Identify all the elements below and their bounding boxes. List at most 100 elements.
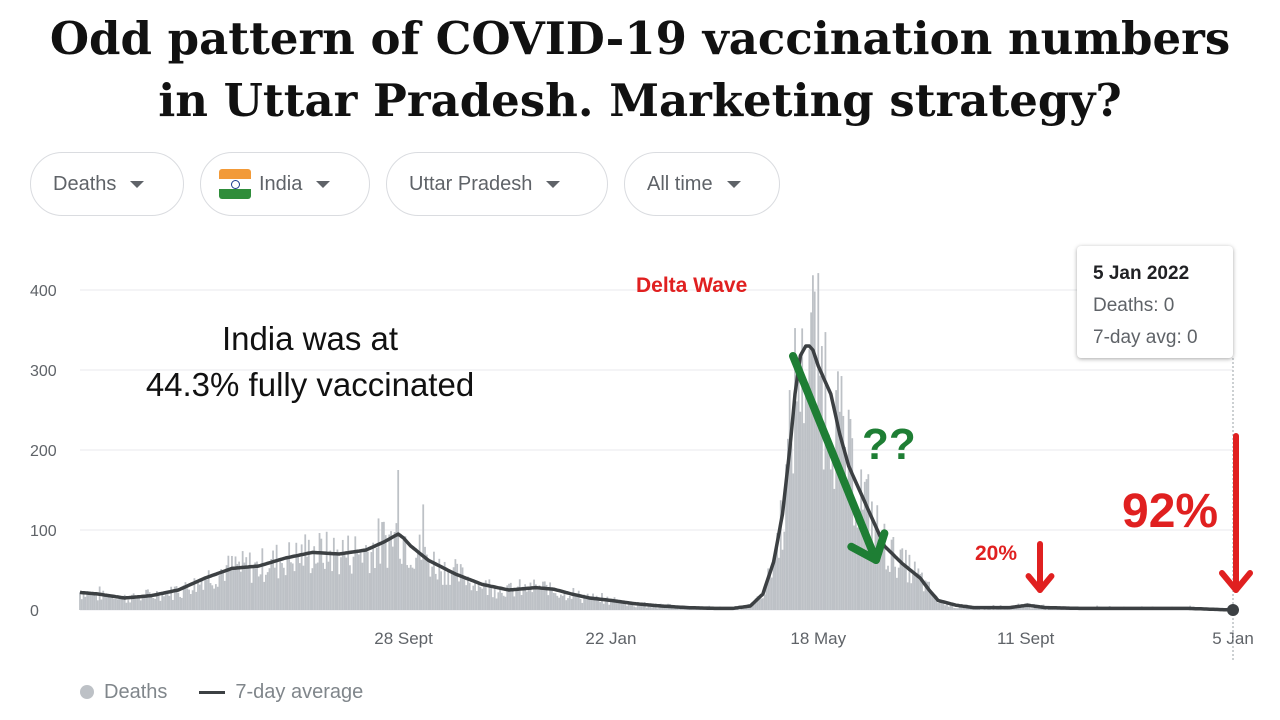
daily-deaths-bar — [769, 574, 771, 610]
daily-deaths-bar — [107, 597, 110, 610]
metric-dropdown[interactable]: Deaths — [30, 152, 184, 216]
daily-deaths-bar — [919, 573, 922, 610]
daily-deaths-bar — [502, 595, 505, 610]
daily-deaths-bar — [436, 579, 439, 610]
daily-deaths-bar — [290, 562, 292, 610]
daily-deaths-bar — [842, 415, 845, 610]
daily-deaths-bar — [947, 606, 950, 610]
daily-deaths-bar — [413, 568, 416, 610]
daily-deaths-bar — [96, 600, 99, 610]
daily-deaths-bar — [781, 549, 784, 610]
daily-deaths-bar — [390, 531, 392, 610]
daily-deaths-bar — [313, 546, 316, 610]
daily-deaths-bar — [826, 439, 829, 610]
daily-deaths-bar — [531, 592, 534, 610]
headline-line-1: Odd pattern of COVID-19 vaccination numb… — [49, 12, 1231, 65]
chevron-down-icon — [316, 180, 331, 188]
daily-deaths-bar — [515, 588, 518, 610]
daily-deaths-bar — [878, 544, 880, 610]
daily-deaths-bar — [672, 608, 675, 610]
daily-deaths-bar — [472, 585, 475, 610]
daily-deaths-bar — [599, 602, 602, 610]
country-dropdown-label: India — [259, 172, 303, 195]
daily-deaths-bar — [488, 579, 491, 610]
red-arrow-20-icon — [1025, 541, 1055, 593]
daily-deaths-bar — [311, 568, 314, 610]
daily-deaths-bar — [574, 595, 577, 610]
daily-deaths-bar — [427, 560, 430, 610]
average-legend-label: 7-day average — [235, 680, 364, 703]
daily-deaths-bar — [894, 566, 897, 610]
daily-deaths-bar — [663, 606, 666, 610]
daily-deaths-bar — [912, 573, 914, 610]
daily-deaths-bar — [277, 578, 280, 610]
daily-deaths-bar — [838, 411, 841, 610]
daily-deaths-bar — [184, 582, 187, 610]
daily-deaths-bar — [306, 556, 308, 610]
daily-deaths-bar — [1049, 609, 1052, 610]
daily-deaths-bar — [186, 588, 189, 610]
daily-deaths-bar — [479, 587, 482, 610]
daily-deaths-bar — [758, 598, 761, 610]
daily-deaths-bar — [520, 595, 523, 610]
region-dropdown-label: Uttar Pradesh — [409, 172, 533, 195]
daily-deaths-bar — [272, 550, 274, 610]
daily-deaths-bar — [232, 567, 235, 610]
daily-deaths-bar — [211, 585, 214, 610]
daily-deaths-bar — [116, 599, 119, 610]
daily-deaths-bar — [88, 594, 90, 610]
daily-deaths-bar — [604, 598, 607, 610]
daily-deaths-bar — [147, 589, 149, 610]
daily-deaths-bar — [783, 531, 786, 610]
daily-deaths-bar — [779, 500, 782, 610]
daily-deaths-bar — [586, 593, 589, 610]
daily-deaths-bar — [320, 538, 323, 610]
daily-deaths-bar — [806, 395, 809, 610]
daily-deaths-bar — [563, 590, 566, 610]
daily-deaths-bar — [130, 594, 133, 610]
daily-deaths-bar — [921, 572, 923, 610]
daily-deaths-bar — [377, 518, 380, 610]
daily-deaths-bar — [263, 581, 266, 610]
daily-deaths-bar — [365, 545, 367, 610]
daily-deaths-bar — [490, 585, 493, 610]
daily-deaths-bar — [467, 576, 469, 610]
daily-deaths-bar — [302, 565, 305, 610]
daily-deaths-bar — [837, 371, 839, 610]
daily-deaths-bar — [148, 592, 151, 610]
daily-deaths-bar — [824, 332, 827, 610]
daily-deaths-bar — [815, 414, 818, 610]
daily-deaths-bar — [363, 548, 366, 610]
daily-deaths-bar — [449, 584, 451, 610]
daily-deaths-bar — [951, 603, 954, 610]
daily-deaths-bar — [352, 556, 355, 610]
daily-deaths-bar — [828, 434, 830, 610]
daily-deaths-bar — [474, 582, 476, 610]
daily-deaths-bar — [935, 595, 938, 610]
time-range-dropdown[interactable]: All time — [624, 152, 780, 216]
daily-deaths-bar — [858, 520, 861, 610]
daily-deaths-bar — [214, 584, 217, 610]
daily-deaths-bar — [810, 312, 813, 610]
daily-deaths-bar — [157, 594, 160, 610]
daily-deaths-bar — [937, 602, 939, 610]
daily-deaths-bar — [872, 546, 875, 610]
daily-deaths-bar — [229, 568, 232, 610]
daily-deaths-bar — [874, 523, 877, 610]
daily-deaths-bar — [506, 585, 509, 610]
daily-deaths-bar — [1021, 605, 1023, 610]
daily-deaths-bar — [904, 549, 907, 610]
region-dropdown[interactable]: Uttar Pradesh — [386, 152, 608, 216]
pct-92-annotation: 92% — [1122, 485, 1219, 538]
chevron-down-icon — [726, 180, 741, 188]
daily-deaths-bar — [542, 581, 544, 610]
daily-deaths-bar — [897, 567, 900, 610]
daily-deaths-bar — [808, 349, 811, 610]
daily-deaths-bar — [223, 580, 226, 610]
daily-deaths-bar — [291, 563, 294, 610]
daily-deaths-bar — [79, 592, 81, 610]
daily-deaths-bar — [917, 568, 920, 610]
country-dropdown[interactable]: India — [200, 152, 370, 216]
daily-deaths-bar — [475, 591, 478, 610]
